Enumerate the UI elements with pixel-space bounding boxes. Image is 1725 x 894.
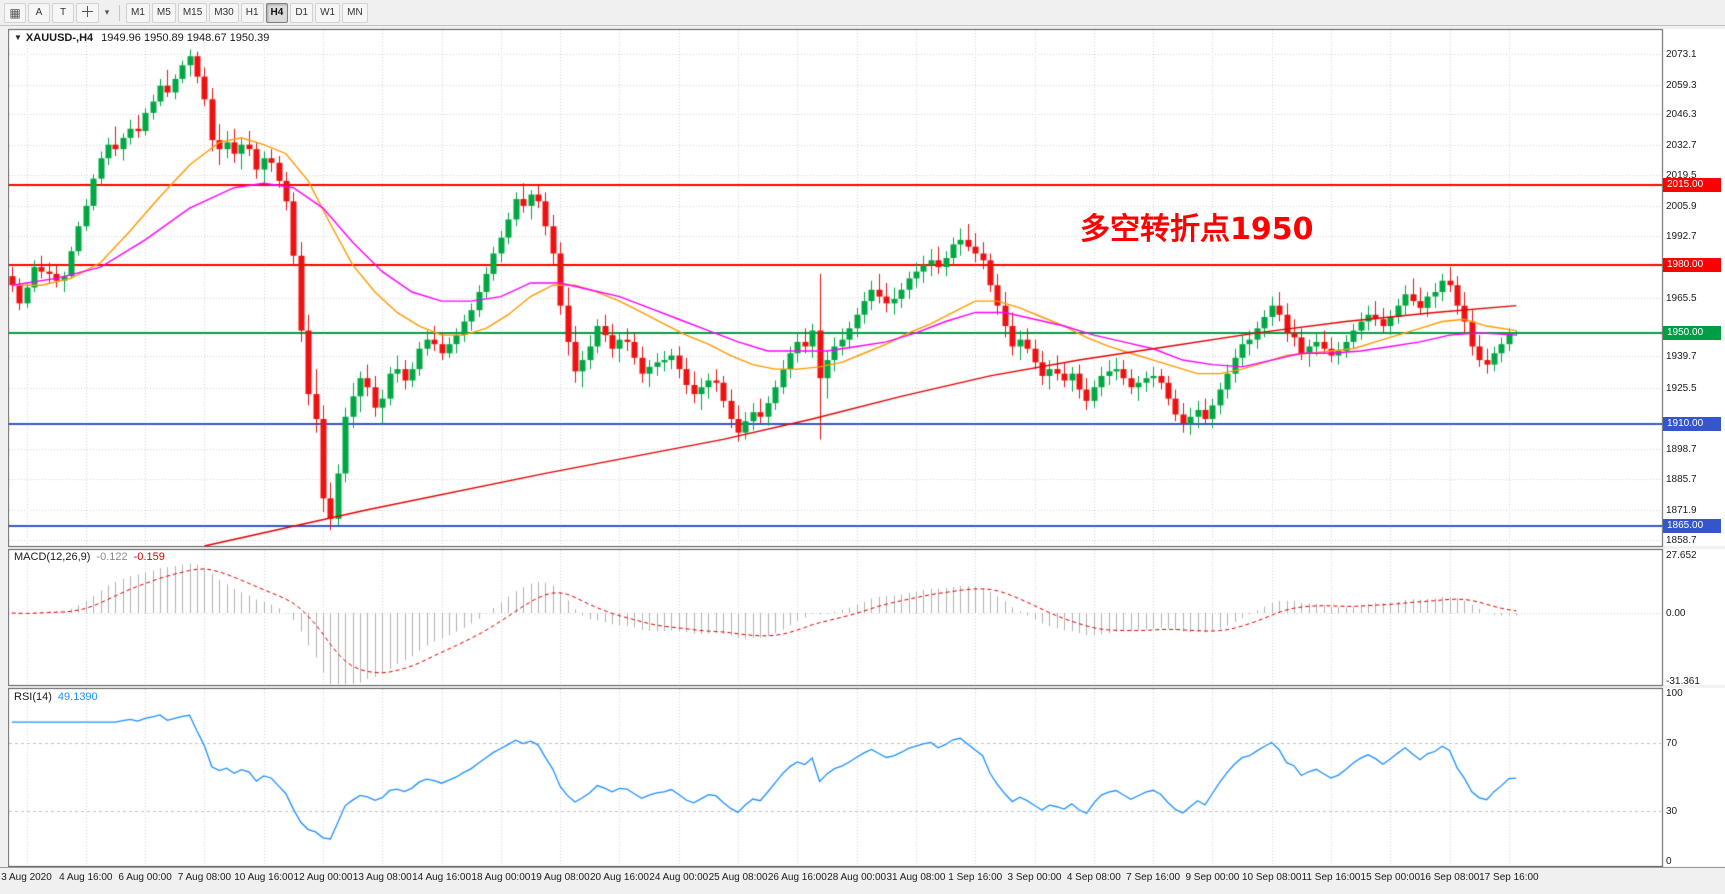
price-level-badge: 1980.00	[1663, 257, 1721, 272]
price-axis-label: 1965.5	[1666, 292, 1697, 304]
time-axis-label: 19 Aug 08:00	[530, 872, 590, 883]
time-axis-label: 14 Aug 16:00	[412, 872, 472, 883]
price-axis-label: 2046.3	[1666, 109, 1697, 121]
timeframe-h4[interactable]: H4	[265, 2, 289, 23]
timeframe-m15[interactable]: M15	[177, 2, 208, 23]
time-axis-label: 11 Sep 16:00	[1301, 872, 1361, 883]
timeframe-m30[interactable]: M30	[209, 2, 239, 23]
text-tool-button[interactable]: T	[52, 2, 74, 23]
time-axis-label: 10 Aug 16:00	[234, 872, 294, 883]
time-axis-label: 4 Aug 16:00	[59, 872, 113, 883]
time-axis-label: 12 Aug 00:00	[293, 872, 353, 883]
rsi-value: 49.1390	[57, 691, 98, 703]
caret-down-icon: ▾	[104, 7, 110, 17]
price-axis-label: 1858.7	[1666, 534, 1697, 546]
ohlc-values: 1949.96 1950.89 1948.67 1950.39	[101, 32, 270, 44]
time-axis-label: 31 Aug 08:00	[886, 872, 946, 883]
time-axis-label: 3 Sep 00:00	[1007, 872, 1062, 883]
macd-signal-value: -0.159	[133, 551, 165, 563]
price-level-badge: 2015.00	[1663, 178, 1721, 193]
grid-icon: ▦	[9, 5, 21, 20]
time-axis-label: 7 Aug 08:00	[177, 872, 232, 883]
timeframe-d1[interactable]: D1	[290, 2, 314, 23]
toolbar: ▦ A T ▾ M1 M5 M15 M30 H1 H4 D1 W1 MN	[0, 0, 1725, 26]
time-axis-label: 25 Aug 08:00	[708, 872, 768, 883]
window-left-margin	[0, 25, 8, 894]
rsi-label: RSI(14) 49.1390	[14, 691, 104, 703]
time-axis-label: 7 Sep 16:00	[1126, 872, 1181, 883]
rsi-scale-label: 100	[1666, 688, 1683, 699]
price-axis-label: 2019.5	[1666, 170, 1697, 182]
timeframe-mn[interactable]: MN	[342, 2, 368, 23]
timeframe-h1[interactable]: H1	[240, 2, 264, 23]
time-axis-label: 26 Aug 16:00	[767, 872, 827, 883]
price-axis-label: 2032.7	[1666, 140, 1697, 152]
time-axis-strip[interactable]	[0, 867, 1725, 894]
time-axis-label: 15 Sep 00:00	[1360, 872, 1421, 883]
timeframe-w1[interactable]: W1	[315, 2, 341, 23]
macd-scale-label: 27.652	[1666, 550, 1697, 561]
time-axis-label: 6 Aug 00:00	[118, 872, 172, 883]
chart-dropdown-icon[interactable]: ▼	[14, 33, 22, 42]
price-axis-label: 1992.7	[1666, 231, 1697, 243]
price-axis-label: 2005.9	[1666, 201, 1697, 213]
time-axis-label: 16 Sep 08:00	[1419, 872, 1480, 883]
price-axis-label: 1871.9	[1666, 504, 1697, 516]
price-axis-label: 1898.7	[1666, 444, 1697, 456]
macd-name: MACD(12,26,9)	[14, 551, 91, 563]
macd-main-value: -0.122	[96, 551, 128, 563]
price-level-badge: 1910.00	[1663, 416, 1721, 431]
price-axis-label: 2059.3	[1666, 80, 1697, 91]
macd-label: MACD(12,26,9) -0.122 -0.159	[14, 551, 171, 563]
macd-scale-label: -31.361	[1666, 676, 1700, 687]
time-axis-label: 9 Sep 00:00	[1185, 872, 1240, 883]
crosshair-icon	[81, 5, 94, 21]
time-axis-label: 24 Aug 00:00	[649, 872, 709, 883]
price-level-badge: 1950.00	[1663, 325, 1721, 340]
time-axis-label: 3 Aug 2020	[1, 872, 52, 883]
time-axis-label: 18 Aug 00:00	[471, 872, 531, 883]
time-axis-label: 13 Aug 08:00	[352, 872, 412, 883]
tool-dropdown-button[interactable]: ▾	[101, 3, 113, 23]
arrow-tool-button[interactable]: A	[28, 2, 50, 23]
rsi-scale-label: 0	[1666, 856, 1672, 867]
price-axis-label: 1885.7	[1666, 473, 1697, 485]
price-axis-label: 1939.7	[1666, 351, 1697, 363]
time-axis-label: 20 Aug 16:00	[589, 872, 649, 883]
time-axis-label: 17 Sep 16:00	[1479, 872, 1539, 883]
annotation-text: 多空转折点1950	[1080, 212, 1314, 247]
macd-scale-label: 0.00	[1666, 607, 1686, 619]
timeframe-m1[interactable]: M1	[126, 2, 150, 23]
market-watch-button[interactable]: ▦	[4, 2, 26, 23]
price-axis-label: 2073.1	[1666, 48, 1697, 60]
time-axis-label: 4 Sep 08:00	[1066, 872, 1121, 883]
symbol-period-label: XAUUSD-,H4	[25, 32, 94, 44]
time-axis-label: 10 Sep 08:00	[1241, 872, 1302, 883]
time-axis-label: 28 Aug 00:00	[827, 872, 887, 883]
toolbar-separator	[119, 4, 120, 21]
price-level-badge: 1865.00	[1663, 518, 1721, 533]
chart-title: ▼ XAUUSD-,H4 1949.96 1950.89 1948.67 1950.…	[14, 32, 269, 44]
timeframe-m5[interactable]: M5	[151, 2, 176, 23]
rsi-scale-label: 30	[1666, 805, 1678, 817]
price-axis-label: 1925.5	[1666, 383, 1697, 395]
timeframe-group: M1 M5 M15 M30 H1 H4 D1 W1 MN	[125, 2, 369, 23]
time-axis-label: 1 Sep 16:00	[948, 872, 1003, 883]
rsi-name: RSI(14)	[14, 691, 52, 703]
rsi-scale-label: 70	[1666, 738, 1678, 750]
crosshair-tool-button[interactable]	[76, 2, 99, 23]
